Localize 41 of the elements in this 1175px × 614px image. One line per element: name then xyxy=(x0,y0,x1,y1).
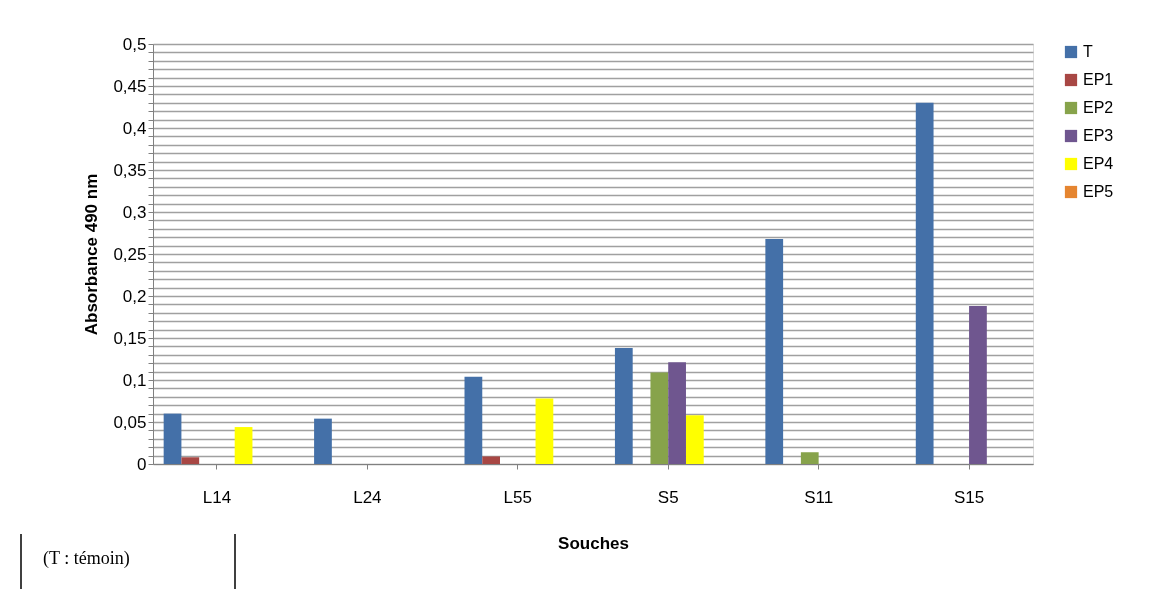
x-tick-label: S11 xyxy=(804,487,834,507)
legend-label: EP4 xyxy=(1083,155,1114,172)
y-tick-label: 0,15 xyxy=(113,328,147,348)
y-tick-label: 0,5 xyxy=(122,34,147,54)
bar xyxy=(685,415,704,464)
bar xyxy=(234,427,253,464)
bar xyxy=(181,457,200,464)
y-tick-label: 0,05 xyxy=(113,412,147,432)
bar xyxy=(464,376,483,464)
legend-label: EP1 xyxy=(1083,71,1114,88)
bar xyxy=(915,102,934,464)
x-tick-label: L24 xyxy=(353,487,382,507)
legend-label: EP5 xyxy=(1083,183,1114,200)
x-axis-title: Souches xyxy=(558,533,629,553)
bar xyxy=(163,413,182,464)
text: (T : témoin) xyxy=(43,548,130,569)
legend-label: EP3 xyxy=(1083,127,1114,144)
y-tick-label: 0 xyxy=(137,454,147,474)
y-tick-label: 0,3 xyxy=(122,202,147,222)
bar xyxy=(314,418,332,464)
x-tick-label: S15 xyxy=(953,487,985,507)
bar xyxy=(614,348,633,464)
y-tick-label: 0,45 xyxy=(113,76,147,96)
bar xyxy=(668,362,686,464)
legend-label: EP2 xyxy=(1083,99,1114,116)
x-tick-label: L55 xyxy=(503,487,532,507)
x-tick-label: S5 xyxy=(657,487,679,507)
bar xyxy=(969,306,987,464)
bar xyxy=(535,398,554,464)
bar xyxy=(765,238,784,464)
y-tick-label: 0,25 xyxy=(113,244,147,264)
legend-label: T xyxy=(1083,43,1093,60)
y-tick-label: 0,4 xyxy=(122,118,147,138)
x-tick-label: L14 xyxy=(202,487,232,507)
y-tick-label: 0,2 xyxy=(122,286,147,306)
bar xyxy=(800,452,819,464)
bar xyxy=(482,456,501,464)
y-tick-label: 0,1 xyxy=(122,370,147,390)
bar xyxy=(650,372,669,464)
y-tick-label: 0,35 xyxy=(113,160,147,180)
y-axis-title: Absorbance 490 nm xyxy=(82,173,102,336)
